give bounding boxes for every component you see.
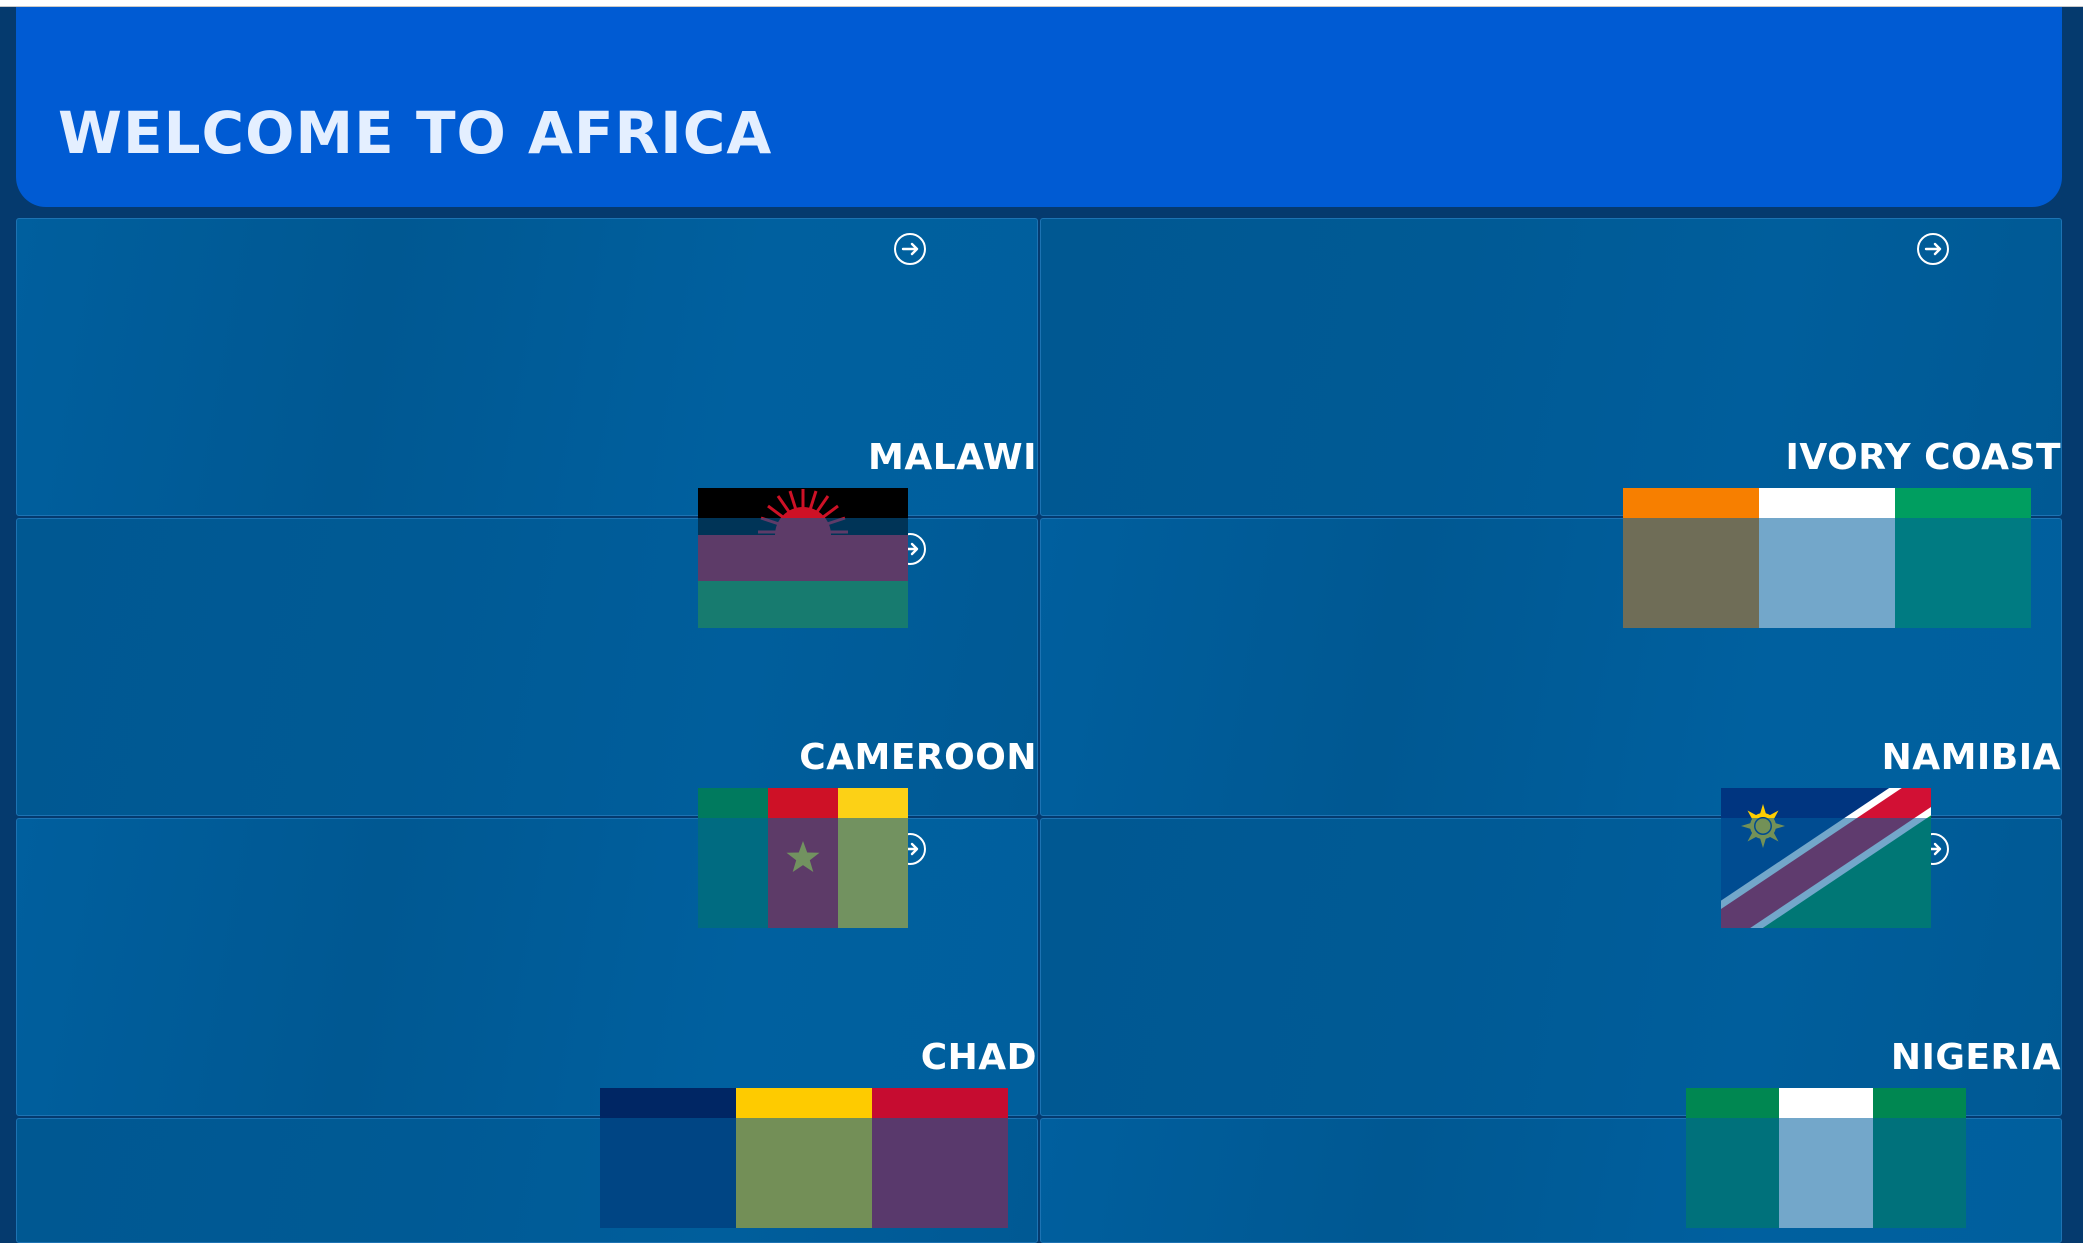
chad-flag-icon (600, 1088, 1008, 1228)
country-name: MALAWI (868, 437, 1037, 478)
country-name: NIGERIA (1890, 1037, 2061, 1078)
country-name: CAMEROON (799, 737, 1037, 778)
cameroon-flag-icon (698, 788, 908, 928)
arrow-right-icon[interactable] (1917, 233, 1949, 265)
namibia-flag-icon (1721, 788, 1931, 928)
country-card-malawi[interactable]: MALAWI (16, 218, 1038, 516)
country-card-namibia[interactable]: NAMIBIA (1040, 518, 2062, 816)
browser-top-edge (0, 0, 2083, 7)
nigeria-flag-icon (1686, 1088, 1966, 1228)
country-name: IVORY COAST (1785, 437, 2061, 478)
country-card-ivory-coast[interactable]: IVORY COAST (1040, 218, 2062, 516)
arrow-right-icon[interactable] (894, 233, 926, 265)
page-title: WELCOME TO AFRICA (58, 99, 773, 167)
country-name: NAMIBIA (1881, 737, 2061, 778)
malawi-flag-icon (698, 488, 908, 628)
ivory-coast-flag-icon (1623, 488, 2031, 628)
page-header: WELCOME TO AFRICA (16, 7, 2062, 207)
country-name: CHAD (920, 1037, 1037, 1078)
